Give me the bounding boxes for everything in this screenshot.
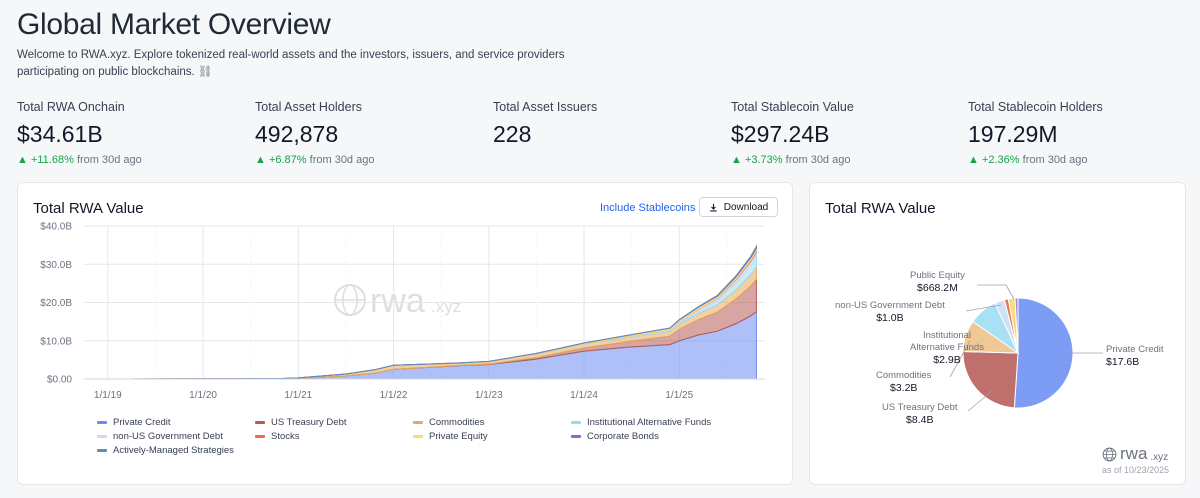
pie-chart-card: Total RWA Value Public Equity $668.2M non… bbox=[809, 182, 1186, 485]
legend-non-us-government-debt[interactable]: non-US Government Debt bbox=[97, 431, 223, 442]
watermark-text: rwa bbox=[370, 282, 425, 320]
stat-value: 228 bbox=[493, 121, 532, 147]
legend-private-credit[interactable]: Private Credit bbox=[97, 417, 171, 428]
pie-label-public-equity: Public Equity $668.2M bbox=[910, 270, 965, 294]
up-arrow-icon: ▲ bbox=[255, 154, 269, 166]
pie-chart-title: Total RWA Value bbox=[825, 200, 936, 217]
link-icon[interactable]: ⛓ bbox=[197, 66, 213, 78]
legend-commodities[interactable]: Commodities bbox=[413, 417, 484, 428]
stat-total-rwa-onchain: Total RWA Onchain $34.61B ▲ +11.68% from… bbox=[17, 100, 247, 166]
globe-icon bbox=[1102, 447, 1117, 461]
up-arrow-icon: ▲ bbox=[968, 154, 982, 166]
y-tick-label: $0.00 bbox=[47, 375, 72, 386]
y-tick-label: $20.0B bbox=[40, 298, 72, 309]
legend-private-equity[interactable]: Private Equity bbox=[413, 431, 488, 442]
area-chart: rwa .xyz $0.00 $10.0B $20.0B $30.0B $40.0B 1/1/… bbox=[40, 222, 765, 401]
stat-total-asset-holders: Total Asset Holders 492,878 ▲ +6.87% fro… bbox=[255, 100, 485, 166]
stat-total-stablecoin-value: Total Stablecoin Value $297.24B ▲ +3.73%… bbox=[731, 100, 961, 166]
download-button[interactable]: Download bbox=[699, 197, 778, 217]
stat-change-value: +3.73% bbox=[744, 154, 783, 166]
rwa-watermark: rwa .xyz bbox=[334, 282, 461, 320]
x-tick-label: 1/1/19 bbox=[94, 390, 122, 401]
stat-change-suffix: from 30d ago bbox=[785, 154, 851, 166]
stat-change-value: +11.68% bbox=[30, 154, 74, 166]
page-description: Welcome to RWA.xyz. Explore tokenized re… bbox=[17, 47, 617, 81]
pie-slice-us-treasury-debt[interactable] bbox=[962, 351, 1019, 409]
pie-slice-private-credit[interactable] bbox=[1013, 297, 1074, 409]
x-tick-label: 1/1/24 bbox=[570, 390, 598, 401]
up-arrow-icon: ▲ bbox=[731, 154, 745, 166]
area-series-actively-managed-strategies[interactable] bbox=[84, 244, 757, 380]
legend-corporate-bonds[interactable]: Corporate Bonds bbox=[571, 431, 659, 442]
pie-label-institutional-alternative-funds: Institutional Alternative Funds $2.9B bbox=[910, 330, 984, 366]
x-tick-label: 1/1/23 bbox=[475, 390, 503, 401]
stat-value: 492,878 bbox=[255, 121, 339, 147]
stat-label: Total RWA Onchain bbox=[17, 100, 125, 114]
stat-change-suffix: from 30d ago bbox=[76, 154, 142, 166]
stat-change: ▲ +2.36% from 30d ago bbox=[968, 154, 1198, 166]
pie-label-commodities: Commodities $3.2B bbox=[876, 370, 932, 394]
x-tick-label: 1/1/20 bbox=[189, 390, 217, 401]
x-tick-label: 1/1/21 bbox=[284, 390, 312, 401]
stat-label: Total Stablecoin Holders bbox=[968, 100, 1103, 114]
download-label: Download bbox=[723, 201, 769, 213]
pie-chart bbox=[949, 284, 1103, 412]
stat-change: ▲ +6.87% from 30d ago bbox=[255, 154, 485, 166]
stat-change-value: +6.87% bbox=[268, 154, 307, 166]
stat-change-suffix: from 30d ago bbox=[1022, 154, 1088, 166]
stat-total-asset-issuers: Total Asset Issuers 228 bbox=[493, 100, 723, 148]
leader-line-non-us-government-debt bbox=[965, 304, 1002, 312]
legend-actively-managed-strategies[interactable]: Actively-Managed Strategies bbox=[97, 445, 234, 456]
include-stablecoins-link[interactable]: Include Stablecoins bbox=[600, 202, 696, 214]
logo-text: rwa bbox=[1120, 444, 1148, 463]
logo-suffix: .xyz bbox=[1150, 451, 1169, 463]
download-icon bbox=[710, 203, 717, 211]
y-tick-label: $40.0B bbox=[40, 222, 72, 233]
leader-line-commodities bbox=[949, 340, 971, 378]
y-tick-label: $30.0B bbox=[40, 260, 72, 271]
pie-label-non-us-government-debt: non-US Government Debt $1.0B bbox=[835, 300, 945, 324]
globe-icon bbox=[334, 284, 366, 316]
stat-change: ▲ +11.68% from 30d ago bbox=[17, 154, 247, 166]
y-tick-label: $10.0B bbox=[40, 336, 72, 347]
area-chart-title: Total RWA Value bbox=[33, 200, 144, 217]
area-chart-card: Total RWA Value Include Stablecoins Down… bbox=[17, 182, 793, 485]
stat-change-value: +2.36% bbox=[981, 154, 1020, 166]
stat-label: Total Stablecoin Value bbox=[731, 100, 854, 114]
stat-value: $297.24B bbox=[731, 121, 830, 147]
as-of-date: as of 10/23/2025 bbox=[1102, 465, 1170, 475]
x-tick-label: 1/1/22 bbox=[380, 390, 408, 401]
pie-label-us-treasury-debt: US Treasury Debt $8.4B bbox=[882, 402, 958, 426]
legend-institutional-alternative-funds[interactable]: Institutional Alternative Funds bbox=[571, 417, 711, 428]
pie-slice-corporate-bonds[interactable] bbox=[1014, 297, 1019, 354]
pie-label-private-credit: Private Credit $17.6B bbox=[1106, 344, 1164, 368]
leader-line-public-equity bbox=[977, 284, 1015, 300]
page-title: Global Market Overview bbox=[17, 8, 331, 41]
stat-change-suffix: from 30d ago bbox=[309, 154, 375, 166]
up-arrow-icon: ▲ bbox=[17, 154, 31, 166]
stat-total-stablecoin-holders: Total Stablecoin Holders 197.29M ▲ +2.36… bbox=[968, 100, 1198, 166]
stat-value: $34.61B bbox=[17, 121, 103, 147]
leader-line-us-treasury-debt bbox=[967, 390, 993, 412]
rwa-logo: rwa .xyz bbox=[1102, 444, 1168, 464]
stat-change: ▲ +3.73% from 30d ago bbox=[731, 154, 961, 166]
legend-stocks[interactable]: Stocks bbox=[255, 431, 300, 442]
watermark-suffix: .xyz bbox=[431, 297, 461, 316]
stat-label: Total Asset Issuers bbox=[493, 100, 598, 114]
stat-value: 197.29M bbox=[968, 121, 1058, 147]
legend-us-treasury-debt[interactable]: US Treasury Debt bbox=[255, 417, 347, 428]
x-tick-label: 1/1/25 bbox=[665, 390, 693, 401]
stat-label: Total Asset Holders bbox=[255, 100, 362, 114]
description-text: Welcome to RWA.xyz. Explore tokenized re… bbox=[17, 49, 565, 78]
